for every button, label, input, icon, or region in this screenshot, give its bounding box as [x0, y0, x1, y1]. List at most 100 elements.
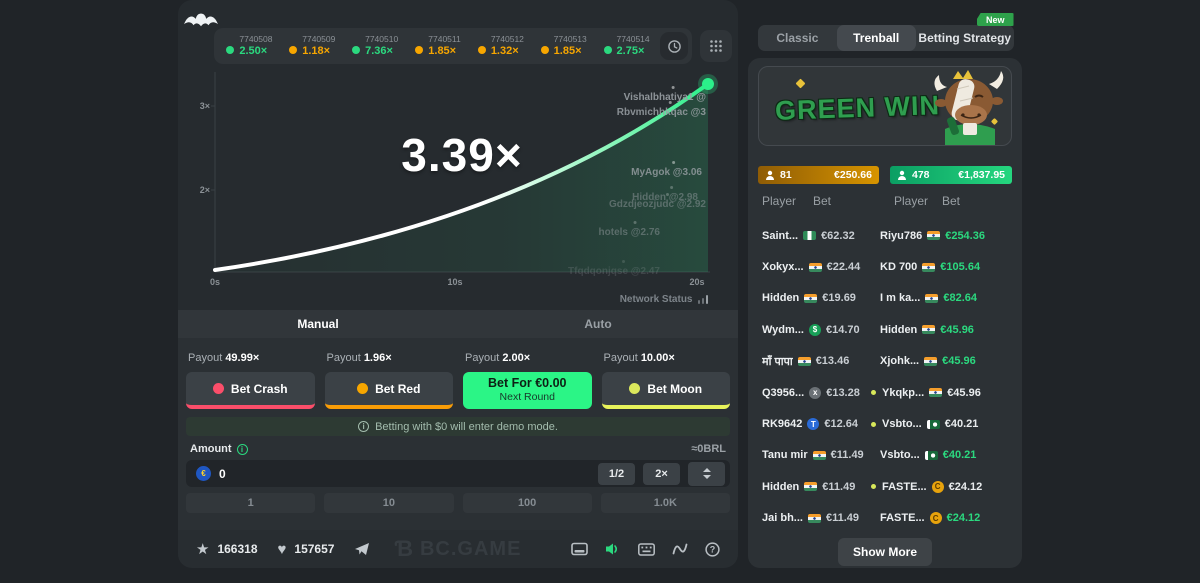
player-name: KD 700 — [880, 261, 918, 274]
round-history-item[interactable]: 7740511 1.85× — [407, 34, 470, 57]
round-result-dot — [603, 46, 612, 54]
heart-icon[interactable]: ♥ — [277, 540, 287, 558]
bet-amount: €105.64 — [940, 261, 981, 274]
round-history-item[interactable]: 7740508 2.50× — [218, 34, 281, 57]
x-axis-tick: 20s — [689, 277, 705, 287]
amount-label: Amount i — [190, 443, 248, 455]
bet-cell-left: Hidden €11.49 — [748, 481, 876, 493]
amount-input[interactable]: € 0 1/2 2× — [186, 460, 730, 487]
quick-amount-button[interactable]: 100 — [462, 493, 592, 513]
tab-classic[interactable]: Classic — [776, 31, 819, 45]
grid-view-button[interactable] — [700, 30, 732, 62]
player-name: Xokyx... — [762, 261, 804, 274]
grid-icon — [710, 40, 722, 52]
bet-cell-right: Vsbto... €40.21 — [871, 418, 1022, 431]
round-history-item[interactable]: 7740510 7.36× — [344, 34, 407, 57]
green-total-amount: €1,837.95 — [958, 169, 1005, 181]
tab-betting-strategy[interactable]: Betting Strategy — [918, 31, 1012, 45]
bet-moon-button[interactable]: Bet Moon — [601, 372, 730, 409]
country-flag-icon — [812, 450, 826, 460]
bet-cell-right: Xjohk... €45.96 — [876, 355, 1022, 367]
theatre-mode-icon[interactable] — [571, 542, 588, 556]
col-bet: Bet — [813, 194, 832, 208]
player-name: FASTE... — [880, 512, 925, 525]
bet-cell-left: Q3956... x €13.28 — [748, 386, 876, 399]
demo-mode-notice: i Betting with $0 will enter demo mode. — [186, 417, 730, 436]
chevron-down-icon — [702, 475, 711, 479]
info-icon: i — [358, 421, 370, 432]
share-telegram-icon[interactable] — [354, 542, 370, 556]
country-flag-icon — [804, 293, 818, 303]
table-row: Jai bh... €11.49 FASTE... C €24.12 — [748, 503, 1022, 534]
star-icon[interactable]: ★ — [196, 540, 210, 558]
network-status-label: Network Status — [619, 294, 693, 305]
y-axis-tick: 3× — [199, 101, 210, 111]
round-multiplier: 1.18× — [302, 44, 331, 57]
quick-amount-button[interactable]: 10 — [324, 493, 454, 513]
country-flag-icon — [922, 262, 936, 272]
bet-amount: €24.12 — [946, 512, 981, 525]
history-clock-button[interactable] — [660, 32, 689, 60]
table-row: Hidden €19.69 I m ka... €82.64 — [748, 283, 1022, 314]
table-row: Xokyx... €22.44 KD 700 €105.64 — [748, 251, 1022, 282]
hotkeys-keyboard-icon[interactable] — [638, 542, 655, 556]
bet-amount: €12.64 — [824, 418, 859, 431]
tab-trenball[interactable]: Trenball — [836, 25, 916, 51]
show-more-button[interactable]: Show More — [837, 538, 933, 566]
country-flag-icon — [926, 419, 940, 429]
green-win-banner: GREEN WIN — [758, 66, 1012, 146]
bet-cell-right: Ykqkp... €45.96 — [871, 387, 1022, 399]
bet-crash-button[interactable]: Bet Crash — [186, 372, 315, 409]
table-row: माँ पापा €13.46 Xjohk... €45.96 — [748, 346, 1022, 377]
chart-player-label: Hidden @2.98 — [632, 186, 698, 203]
bet-amount: €19.69 — [822, 292, 856, 305]
help-icon[interactable]: ? — [705, 541, 720, 557]
quick-amount-button[interactable]: 1.0K — [600, 493, 730, 513]
player-name: माँ पापा — [762, 355, 793, 368]
amount-stepper[interactable] — [688, 461, 725, 486]
payout-moon-label: Payout 10.00× — [603, 352, 675, 364]
round-result-dot — [352, 46, 361, 54]
round-result-dot — [540, 46, 549, 54]
round-history-item[interactable]: 7740509 1.18× — [281, 34, 344, 57]
currency-coin-icon: x — [809, 386, 822, 399]
round-id: 7740514 — [616, 33, 650, 44]
country-flag-icon — [804, 482, 818, 492]
round-history-item[interactable]: 7740514 2.75× — [595, 33, 658, 57]
amount-value[interactable]: 0 — [219, 466, 226, 481]
round-history-item[interactable]: 7740512 1.32× — [469, 34, 532, 57]
chart-player-label: Gdzdjeozjudc @2.92 — [609, 193, 706, 210]
bet-amount: €40.21 — [942, 449, 977, 462]
player-name: Riyu786 — [880, 229, 923, 242]
bet-green-button[interactable]: Bet For €0.00 Next Round — [463, 372, 592, 409]
round-multiplier: 1.85× — [553, 44, 582, 57]
bet-amount: €62.32 — [821, 229, 855, 242]
bet-section: Manual Auto Payout 49.99× Bet Crash Payo… — [178, 310, 738, 530]
red-side-stats: 81 €250.66 — [758, 166, 879, 184]
tab-auto[interactable]: Auto — [584, 317, 612, 331]
currency-coin-icon: C — [931, 480, 944, 493]
star-count: 166318 — [217, 542, 258, 556]
round-history-item[interactable]: 7740513 1.85× — [532, 33, 595, 57]
bet-red-button[interactable]: Bet Red — [324, 372, 453, 409]
double-amount-button[interactable]: 2× — [643, 462, 680, 485]
payout-row: Payout 49.99× Bet Crash Payout 1.96× Bet… — [178, 338, 738, 409]
round-result-dot — [477, 46, 486, 54]
amount-info-icon[interactable]: i — [236, 443, 248, 455]
moon-bet-dot-icon — [871, 484, 876, 490]
bcgame-watermark: Ɓ BC.GAME — [394, 536, 522, 561]
half-amount-button[interactable]: 1/2 — [598, 462, 635, 485]
tab-manual[interactable]: Manual — [297, 317, 339, 331]
chart-player-label: MyAgok @3.06 — [631, 161, 702, 178]
sound-on-icon[interactable] — [605, 542, 621, 556]
chart-player-label: hotels @2.76 — [598, 221, 660, 238]
bet-mode-tabs: Manual Auto — [178, 310, 738, 338]
player-name: Vsbto... — [882, 418, 922, 431]
round-id: 7740513 — [553, 33, 587, 44]
quick-amount-button[interactable]: 1 — [186, 493, 316, 513]
bet-amount: €24.12 — [948, 480, 983, 493]
player-name: Xjohk... — [880, 355, 920, 368]
bet-cell-left: माँ पापा €13.46 — [748, 354, 876, 369]
red-player-count: 81 — [780, 169, 792, 181]
trends-icon[interactable] — [672, 542, 688, 556]
